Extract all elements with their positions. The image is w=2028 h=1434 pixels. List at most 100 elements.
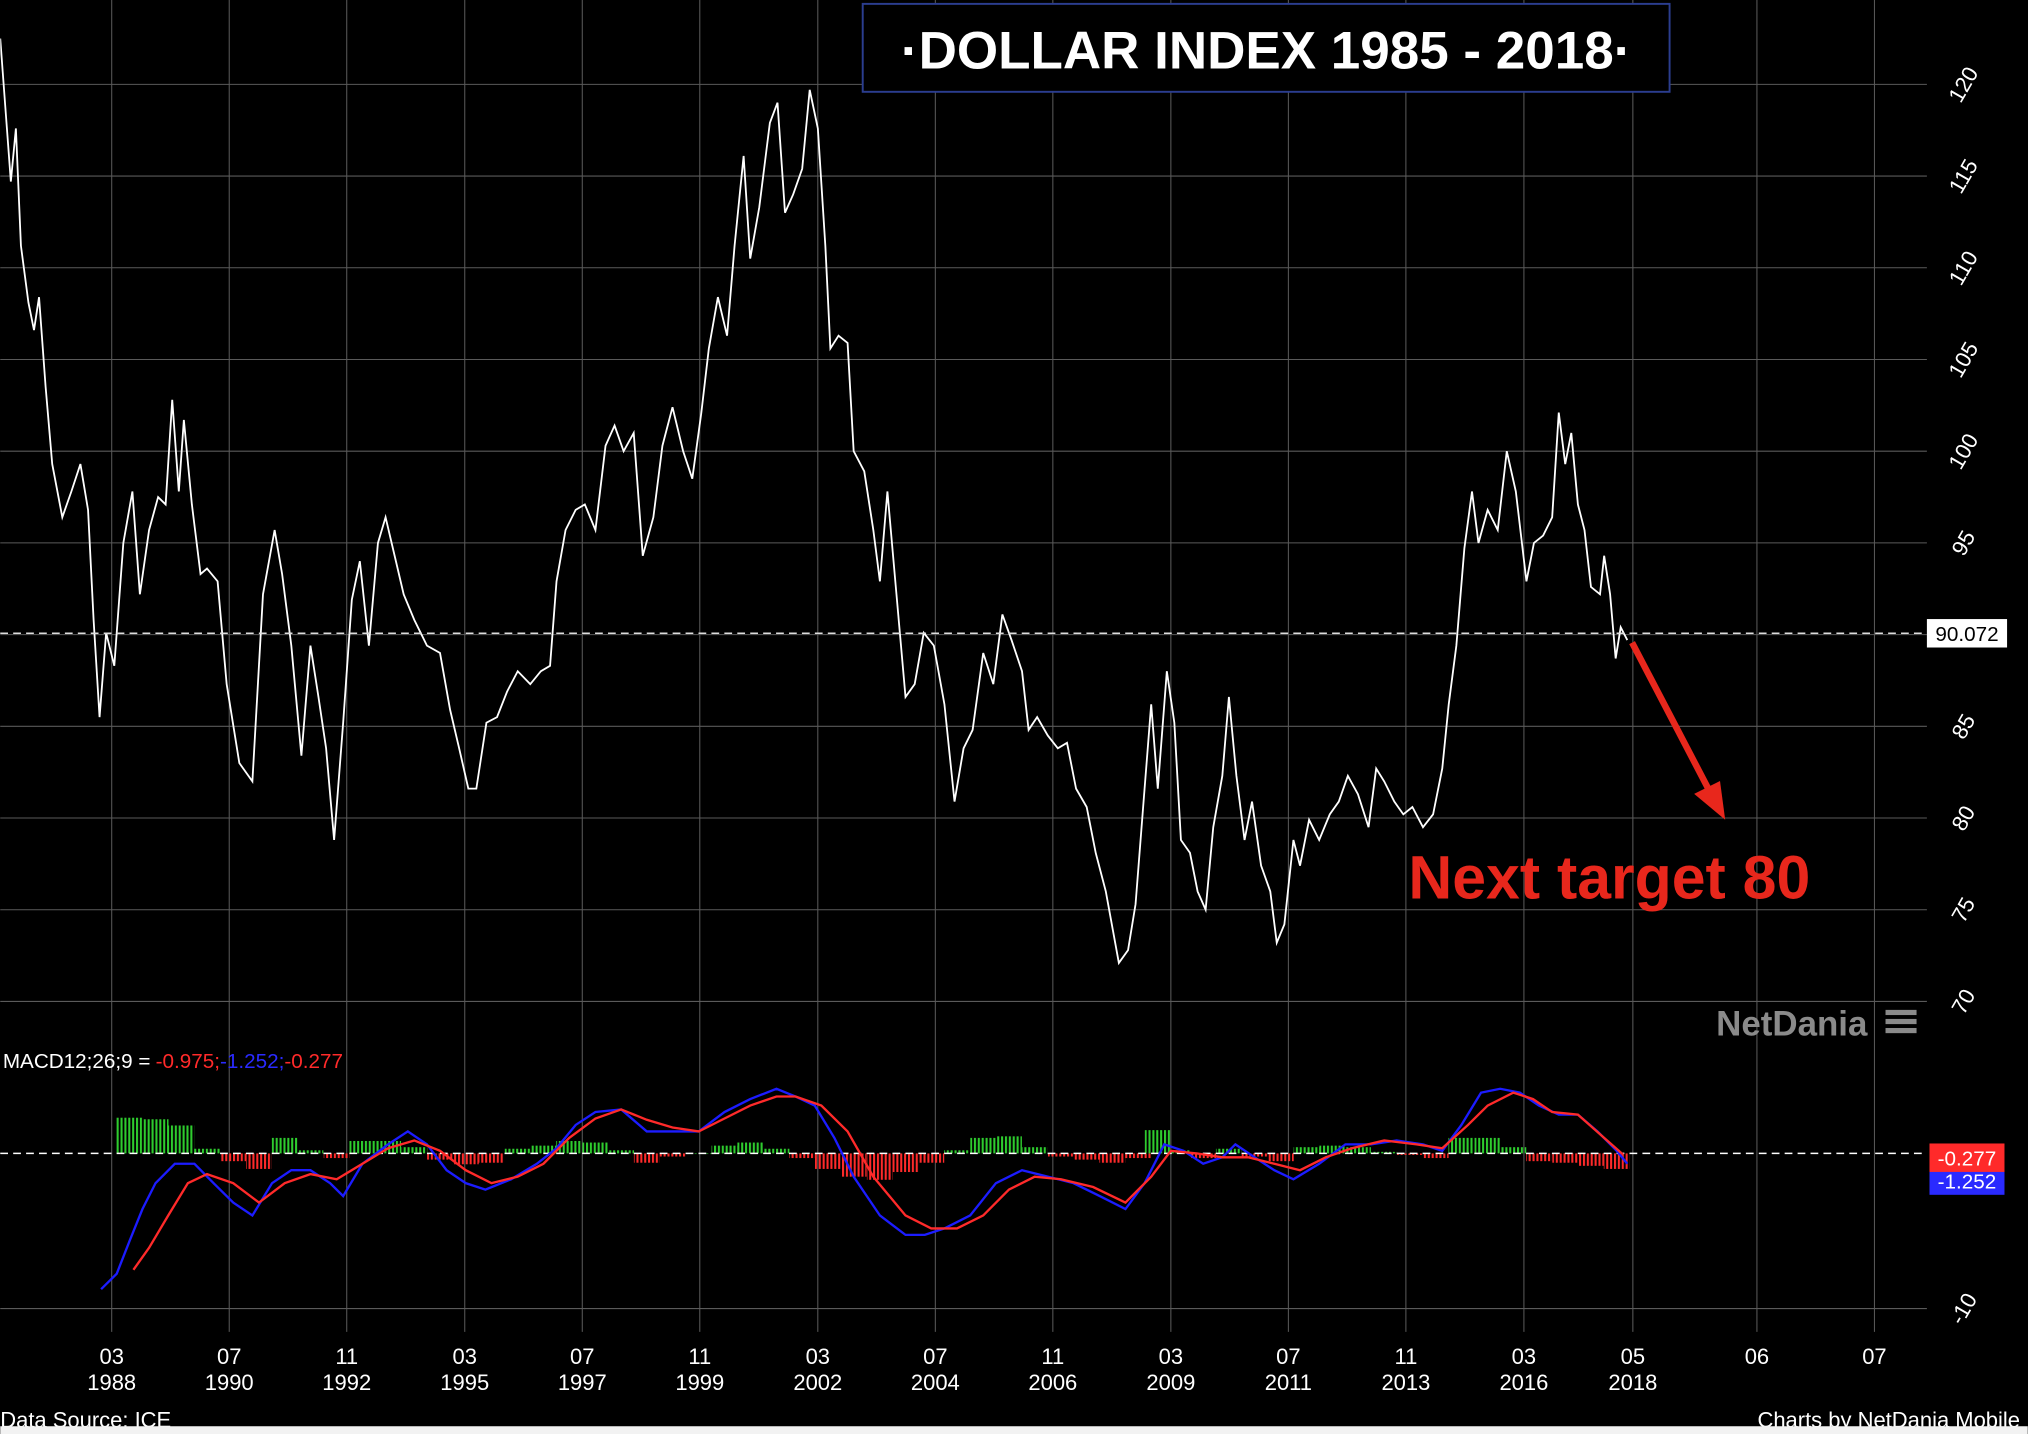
histogram-bar <box>608 1150 635 1154</box>
x-tick-year: 2011 <box>1265 1370 1312 1395</box>
reference-box <box>1926 619 2008 648</box>
histogram-bar <box>297 1150 324 1154</box>
histogram-bar <box>1552 1153 1579 1163</box>
histogram-bar <box>1526 1153 1552 1162</box>
x-tick-year: 2009 <box>1146 1370 1195 1395</box>
arrow-shaft <box>1629 641 1713 793</box>
histogram-bar <box>1578 1153 1604 1166</box>
x-tick-label: 11 <box>1041 1344 1064 1369</box>
x-tick-label: 07 <box>570 1344 594 1369</box>
histogram-bar <box>1371 1151 1398 1154</box>
plot <box>0 38 1927 1291</box>
x-tick-label: 11 <box>335 1344 358 1369</box>
histogram-bar <box>142 1119 169 1154</box>
histogram-bar <box>1345 1147 1371 1154</box>
macd-label: MACD12;26;9 = <box>3 1050 151 1073</box>
x-tick-year: 2016 <box>1499 1370 1548 1395</box>
histogram-bar <box>1190 1153 1217 1159</box>
histogram-bar <box>1293 1147 1320 1154</box>
x-tick-label: 03 <box>806 1344 830 1369</box>
reference-label: 90.072 <box>1935 623 1998 646</box>
x-tick-year: 2013 <box>1381 1370 1430 1395</box>
histogram-bar <box>504 1148 531 1154</box>
histogram-bar <box>737 1142 764 1154</box>
histogram-bar <box>1099 1153 1126 1163</box>
histogram-bar <box>1422 1153 1449 1159</box>
value-box-label: -1.252 <box>1938 1170 1997 1193</box>
histogram-bar <box>323 1153 350 1159</box>
x-tick-label: 03 <box>1512 1344 1536 1369</box>
histogram-bar <box>271 1137 298 1154</box>
annotation: Next target 80 <box>1408 844 1810 912</box>
x-tick-label: 07 <box>1276 1344 1300 1369</box>
histogram-bar <box>1241 1153 1268 1157</box>
x-tick-label: 07 <box>1862 1344 1886 1369</box>
histogram-bar <box>401 1147 428 1154</box>
histogram-bar <box>452 1153 479 1165</box>
histogram-bar <box>944 1150 970 1154</box>
histogram-bar <box>840 1153 867 1177</box>
histogram-value: -0.277 <box>284 1050 343 1073</box>
chart-title: ·DOLLAR INDEX 1985 - 2018· <box>901 22 1631 81</box>
signal-value: -1.252; <box>220 1050 284 1073</box>
arrow-head <box>1694 781 1726 820</box>
histogram-bar <box>996 1136 1022 1154</box>
value-box-label: -0.277 <box>1938 1147 1997 1170</box>
histogram-bar <box>1474 1137 1501 1154</box>
x-tick-year: 2006 <box>1028 1370 1077 1395</box>
signal-line <box>132 1091 1625 1271</box>
histogram-bar <box>711 1145 738 1154</box>
histogram-bar <box>659 1153 686 1157</box>
x-tick-year: 2004 <box>911 1370 960 1395</box>
x-tick-year: 1995 <box>440 1370 489 1395</box>
x-tick-label: 07 <box>217 1344 241 1369</box>
histogram-bar <box>194 1148 220 1154</box>
histogram-bar <box>116 1117 143 1154</box>
histogram-bar <box>1047 1153 1074 1157</box>
x-tick-year: 1999 <box>675 1370 724 1395</box>
x-tick-year: 1988 <box>87 1370 136 1395</box>
histogram-bar <box>1448 1137 1475 1154</box>
value-box <box>1929 1143 2005 1172</box>
title-box <box>861 2 1671 93</box>
x-tick-label: 06 <box>1745 1344 1769 1369</box>
watermark: NetDania <box>1716 1005 1868 1044</box>
histogram-bar <box>1319 1145 1346 1154</box>
x-tick-year: 1990 <box>205 1370 254 1395</box>
x-tick-label: 11 <box>1394 1344 1417 1369</box>
histogram-bar <box>349 1140 376 1154</box>
histogram-bar <box>427 1153 453 1160</box>
histogram-bar <box>633 1153 660 1163</box>
histogram-bar <box>168 1125 195 1154</box>
histogram-bar <box>1125 1153 1152 1159</box>
x-tick-year: 2018 <box>1608 1370 1657 1395</box>
x-tick-label: 03 <box>99 1344 123 1369</box>
histogram-bar <box>892 1153 919 1173</box>
histogram-bar <box>970 1137 997 1154</box>
histogram-bar <box>1073 1153 1100 1160</box>
histogram-bar <box>789 1153 816 1159</box>
histogram-bar <box>918 1153 945 1163</box>
price-line <box>0 38 1629 966</box>
histogram-bar <box>246 1153 272 1169</box>
histogram-bar <box>220 1153 247 1162</box>
watermark-icon <box>1885 1009 1917 1034</box>
x-tick-label: 05 <box>1621 1344 1645 1369</box>
histogram-bar <box>1500 1147 1527 1154</box>
macd-header: MACD12;26;9 = -0.975;-1.252;-0.277 <box>3 1050 343 1073</box>
x-tick-label: 03 <box>1159 1344 1183 1369</box>
histogram-bar <box>763 1148 790 1154</box>
bottom-strip <box>0 1426 2028 1434</box>
macd-value: -0.975; <box>156 1050 220 1073</box>
histogram-bar <box>1021 1147 1048 1154</box>
x-tick-label: 07 <box>923 1344 947 1369</box>
x-tick-label: 11 <box>688 1344 711 1369</box>
histogram-bar <box>1267 1153 1294 1162</box>
x-tick-year: 1992 <box>322 1370 371 1395</box>
x-tick-label: 03 <box>453 1344 477 1369</box>
histogram-bar <box>478 1153 505 1163</box>
